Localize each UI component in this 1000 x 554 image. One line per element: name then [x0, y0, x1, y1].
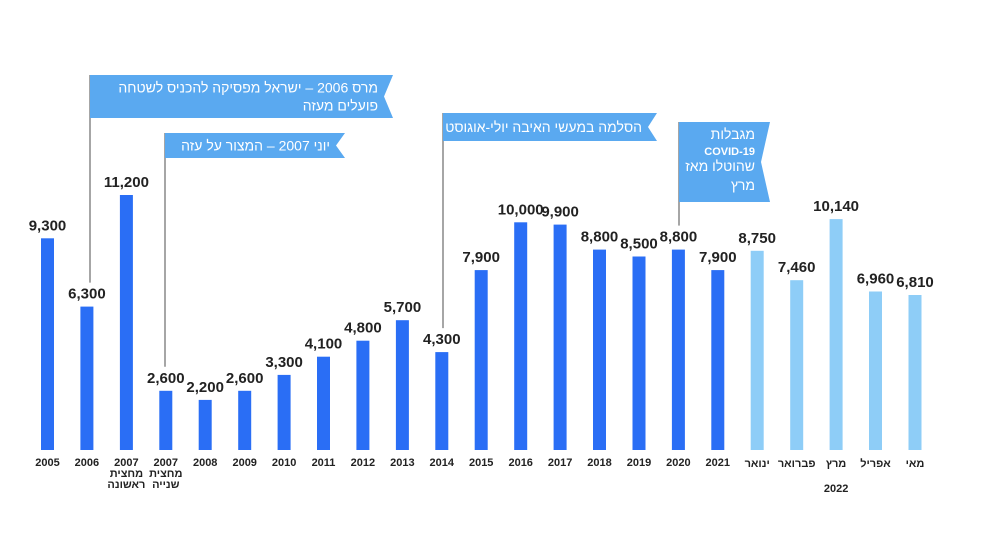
tick-label-2: 2007 — [114, 457, 138, 469]
tick-label-2-1: מחצית — [110, 468, 143, 480]
value-label-18: 8,750 — [738, 230, 776, 247]
tick-label-12: 2016 — [508, 457, 532, 469]
tick-label-8: 2012 — [351, 457, 375, 469]
bar-7 — [317, 356, 330, 450]
value-label-7: 4,100 — [305, 336, 343, 353]
bar-15 — [632, 256, 646, 450]
value-label-8: 4,800 — [344, 320, 382, 337]
annotation-box-1 — [165, 133, 345, 158]
bar-11 — [474, 270, 488, 450]
value-label-3: 2,600 — [147, 370, 185, 387]
tick-label-17: 2021 — [706, 457, 730, 469]
annotation-box-3 — [679, 122, 770, 202]
annotations: מרס 2006 – ישראל מפסיקה להכניס לשטחה פועל… — [89, 75, 770, 367]
tick-label-18: ינואר — [745, 458, 770, 470]
value-label-1: 6,300 — [68, 286, 106, 303]
value-label-15: 8,500 — [620, 236, 658, 253]
bar-2 — [119, 195, 133, 450]
value-label-17: 7,900 — [699, 249, 737, 266]
annotation-text-3-0: מגבלות — [711, 126, 755, 142]
bar-3 — [159, 390, 173, 450]
bar-16 — [671, 249, 685, 450]
value-label-6: 3,300 — [265, 354, 303, 371]
value-label-12: 10,000 — [498, 201, 544, 218]
tick-label-16: 2020 — [666, 457, 690, 469]
bar-14 — [593, 249, 606, 450]
annotation-text-0-1: פועלים מעזה — [303, 98, 378, 114]
annotation-text-0-0: מרס 2006 – ישראל מפסיקה להכניס לשטחה — [118, 80, 378, 96]
tick-label-7: 2011 — [312, 457, 336, 469]
bar-8 — [356, 340, 370, 450]
value-label-21: 6,960 — [857, 271, 895, 288]
value-label-14: 8,800 — [581, 229, 619, 246]
bar-6 — [277, 374, 291, 450]
value-label-20: 10,140 — [813, 198, 859, 215]
tick-label-3: 2007 — [154, 457, 178, 469]
tick-label-15: 2019 — [627, 457, 651, 469]
annotation-text-3-1: COVID-19 — [704, 146, 755, 158]
bar-20 — [829, 219, 843, 450]
group-label-2022: 2022 — [824, 483, 848, 495]
bar-13 — [553, 224, 567, 450]
value-label-16: 8,800 — [660, 229, 698, 246]
bar-19 — [790, 280, 804, 450]
annotation-text-2-0: הסלמה במעשי האיבה יולי-אוגוסט — [445, 119, 642, 135]
value-label-11: 7,900 — [462, 249, 500, 266]
tick-label-21: אפריל — [860, 457, 891, 470]
tick-label-4: 2008 — [193, 457, 217, 469]
tick-label-22: מאי — [906, 458, 925, 470]
annotation-text-3-2: שהוטלו מאז — [685, 158, 755, 174]
bar-12 — [514, 222, 528, 450]
bar-9 — [395, 320, 409, 450]
bar-5 — [238, 390, 252, 450]
value-label-13: 9,900 — [541, 204, 579, 221]
bar-17 — [711, 270, 725, 450]
tick-label-0: 2005 — [35, 457, 59, 469]
tick-label-11: 2015 — [469, 457, 493, 469]
tick-label-1: 2006 — [75, 457, 99, 469]
value-labels: 9,3006,30011,2002,6002,2002,6003,3004,10… — [29, 174, 934, 396]
value-label-2: 11,200 — [104, 174, 149, 191]
bar-21 — [869, 291, 882, 450]
value-label-9: 5,700 — [384, 299, 422, 316]
tick-label-3-1: מחצית — [149, 468, 182, 480]
tick-label-3-2: שנייה — [152, 479, 180, 491]
tick-label-5: 2009 — [232, 457, 256, 469]
tick-label-20: מרץ — [826, 458, 846, 470]
tick-label-14: 2018 — [587, 457, 611, 469]
tick-label-2-2: ראשונה — [107, 479, 145, 491]
tick-label-19: פברואר — [778, 458, 816, 470]
bar-4 — [198, 399, 212, 450]
tick-label-13: 2017 — [548, 457, 572, 469]
value-label-4: 2,200 — [186, 379, 224, 396]
value-label-10: 4,300 — [423, 331, 461, 348]
bar-22 — [908, 295, 922, 450]
bar-0 — [41, 238, 54, 450]
value-label-0: 9,300 — [29, 217, 67, 234]
tick-label-9: 2013 — [390, 457, 414, 469]
annotation-box-2 — [443, 113, 657, 141]
bar-18 — [750, 250, 764, 450]
value-label-5: 2,600 — [226, 370, 264, 387]
tick-labels: 2005 2006 2007מחציתראשונה2007מחציתשנייה200… — [35, 457, 924, 491]
value-label-22: 6,810 — [896, 274, 934, 291]
annotation-box-0 — [90, 75, 393, 118]
bar-10 — [435, 352, 449, 450]
bars — [41, 195, 922, 450]
tick-label-10: 2014 — [430, 457, 455, 469]
annotation-text-1-0: יוני 2007 – המצור על עזה — [181, 138, 330, 154]
value-label-19: 7,460 — [778, 259, 816, 276]
tick-label-6: 2010 — [272, 457, 296, 469]
annotation-text-3-3: מרץ — [731, 177, 755, 193]
bar-1 — [80, 306, 94, 450]
